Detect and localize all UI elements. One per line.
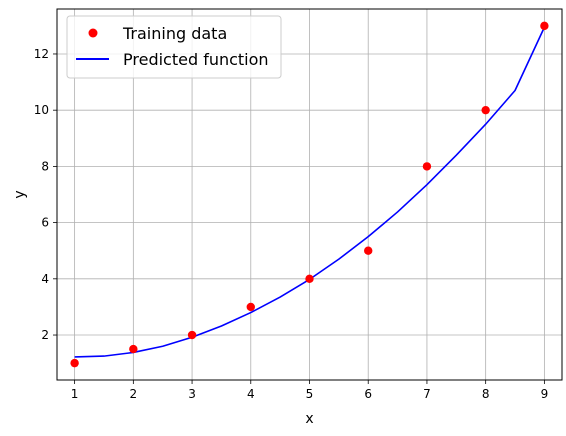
- training-data-point: [70, 358, 79, 368]
- x-tick-label: 3: [188, 387, 196, 401]
- legend-box: [66, 15, 282, 79]
- x-tick-label: 1: [71, 387, 79, 401]
- x-tick-label: 5: [306, 387, 314, 401]
- legend-label-training-data: Training data: [122, 24, 227, 43]
- y-tick-label: 2: [41, 328, 49, 342]
- legend-label-predicted-function: Predicted function: [123, 50, 269, 69]
- training-data-point: [246, 302, 255, 312]
- x-tick-label: 8: [482, 387, 490, 401]
- x-axis-label: x: [305, 411, 313, 427]
- x-tick-label: 7: [423, 387, 431, 401]
- x-tick-label: 6: [364, 387, 372, 401]
- marker-layer: [70, 21, 549, 368]
- training-data-point: [422, 162, 432, 171]
- x-tick-label: 2: [130, 387, 138, 401]
- x-tick-label: 9: [541, 387, 549, 401]
- legend: Training data Predicted function: [66, 15, 282, 79]
- y-tick-label: 10: [34, 103, 49, 117]
- training-data-point: [305, 274, 314, 284]
- training-data-point: [364, 246, 373, 255]
- training-data-point: [187, 330, 197, 340]
- y-tick-label: 6: [41, 216, 49, 230]
- training-data-point: [540, 21, 549, 31]
- training-data-point: [481, 105, 490, 115]
- x-tick-label: 4: [247, 387, 255, 401]
- training-data-point: [129, 344, 138, 354]
- y-tick-label: 4: [41, 272, 49, 286]
- y-tick-label: 8: [41, 159, 49, 173]
- y-tick-label: 12: [34, 47, 49, 61]
- y-axis-label: y: [12, 190, 28, 198]
- legend-marker-training-data: [88, 28, 98, 38]
